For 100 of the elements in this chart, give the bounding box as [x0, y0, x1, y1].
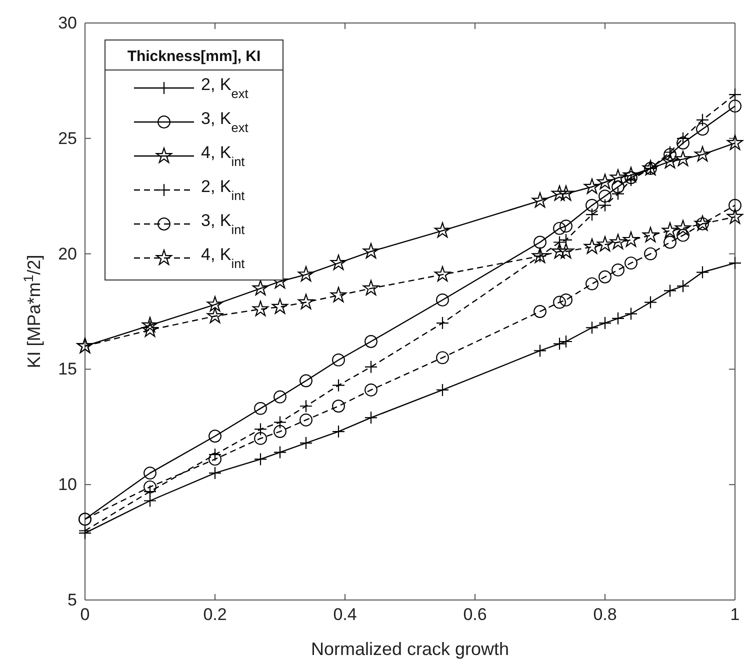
point — [584, 238, 600, 254]
point — [274, 390, 286, 404]
point — [663, 284, 677, 298]
point — [436, 383, 450, 397]
point — [362, 280, 380, 296]
legend-label: 3, K$_{int}$ — [201, 211, 246, 236]
point — [332, 400, 345, 413]
point — [642, 226, 659, 242]
point — [622, 232, 640, 247]
point — [436, 351, 449, 364]
point — [532, 192, 548, 208]
point — [208, 430, 222, 443]
y-tick-label: 10 — [58, 475, 77, 494]
point — [534, 236, 546, 249]
point — [664, 236, 676, 249]
y-tick-label: 25 — [58, 128, 77, 148]
point — [624, 256, 638, 270]
point — [534, 305, 546, 318]
point — [644, 247, 657, 260]
x-axis-title: Normalized crack growth — [310, 639, 510, 659]
point — [252, 280, 269, 296]
point — [611, 312, 625, 325]
point — [272, 298, 288, 314]
point — [300, 374, 312, 388]
point — [552, 337, 566, 350]
point — [674, 220, 692, 236]
point — [586, 277, 598, 290]
x-tick-label: 1 — [730, 605, 740, 624]
point — [142, 316, 158, 332]
point — [273, 446, 287, 459]
point — [728, 88, 742, 102]
point — [696, 113, 710, 126]
point — [364, 360, 378, 374]
point — [726, 134, 744, 150]
legend-label: 2, K$_{ext}$ — [201, 75, 249, 100]
point — [434, 266, 451, 282]
point — [728, 198, 742, 212]
point — [644, 296, 658, 309]
point — [596, 236, 614, 252]
point — [596, 174, 614, 190]
point — [558, 243, 574, 258]
point — [674, 150, 692, 166]
point — [584, 178, 600, 194]
point — [254, 422, 268, 436]
point — [696, 266, 710, 279]
point — [434, 222, 451, 238]
legend-label: 4, K$_{int}$ — [201, 245, 246, 270]
point — [728, 256, 742, 270]
y-tick-label: 15 — [58, 360, 77, 379]
point — [330, 286, 347, 302]
y-tick-label: 20 — [58, 244, 77, 264]
legend-title: Thickness[mm], KI — [127, 48, 261, 65]
point — [612, 180, 624, 194]
point — [598, 316, 612, 330]
point — [254, 452, 268, 466]
y-tick-label: 5 — [68, 590, 77, 610]
point — [144, 480, 156, 494]
point — [206, 308, 224, 324]
point — [551, 243, 568, 258]
point — [552, 236, 566, 249]
x-tick-label: 0 — [80, 605, 90, 624]
point — [332, 378, 346, 392]
x-tick-label: 0.8 — [593, 605, 617, 624]
point — [330, 254, 347, 270]
point — [728, 100, 742, 113]
point — [364, 411, 378, 424]
point — [551, 185, 568, 201]
point — [585, 208, 599, 222]
point — [362, 243, 380, 258]
point — [694, 146, 711, 162]
point — [676, 280, 690, 293]
x-tick-label: 0.2 — [203, 605, 227, 624]
point — [254, 432, 267, 445]
point — [254, 402, 267, 415]
point — [676, 136, 690, 150]
point — [553, 296, 566, 309]
point — [662, 222, 678, 238]
point — [364, 384, 378, 396]
x-tick-label: 0.4 — [333, 605, 357, 624]
point — [300, 414, 312, 426]
point — [436, 316, 450, 330]
point — [436, 294, 449, 306]
legend-label: 3, K$_{ext}$ — [201, 109, 249, 134]
point — [598, 270, 612, 284]
y-tick-label: 30 — [58, 13, 77, 32]
point — [622, 166, 640, 182]
point — [332, 354, 345, 366]
x-tick-label: 0.6 — [463, 605, 487, 624]
point — [662, 153, 678, 168]
point — [332, 424, 346, 438]
point — [142, 322, 158, 337]
point — [298, 266, 314, 282]
point — [560, 294, 572, 306]
point — [558, 185, 574, 201]
point — [298, 294, 314, 310]
point — [208, 466, 222, 480]
point — [612, 264, 624, 276]
point — [696, 122, 709, 136]
point — [676, 228, 690, 242]
point — [299, 400, 313, 413]
